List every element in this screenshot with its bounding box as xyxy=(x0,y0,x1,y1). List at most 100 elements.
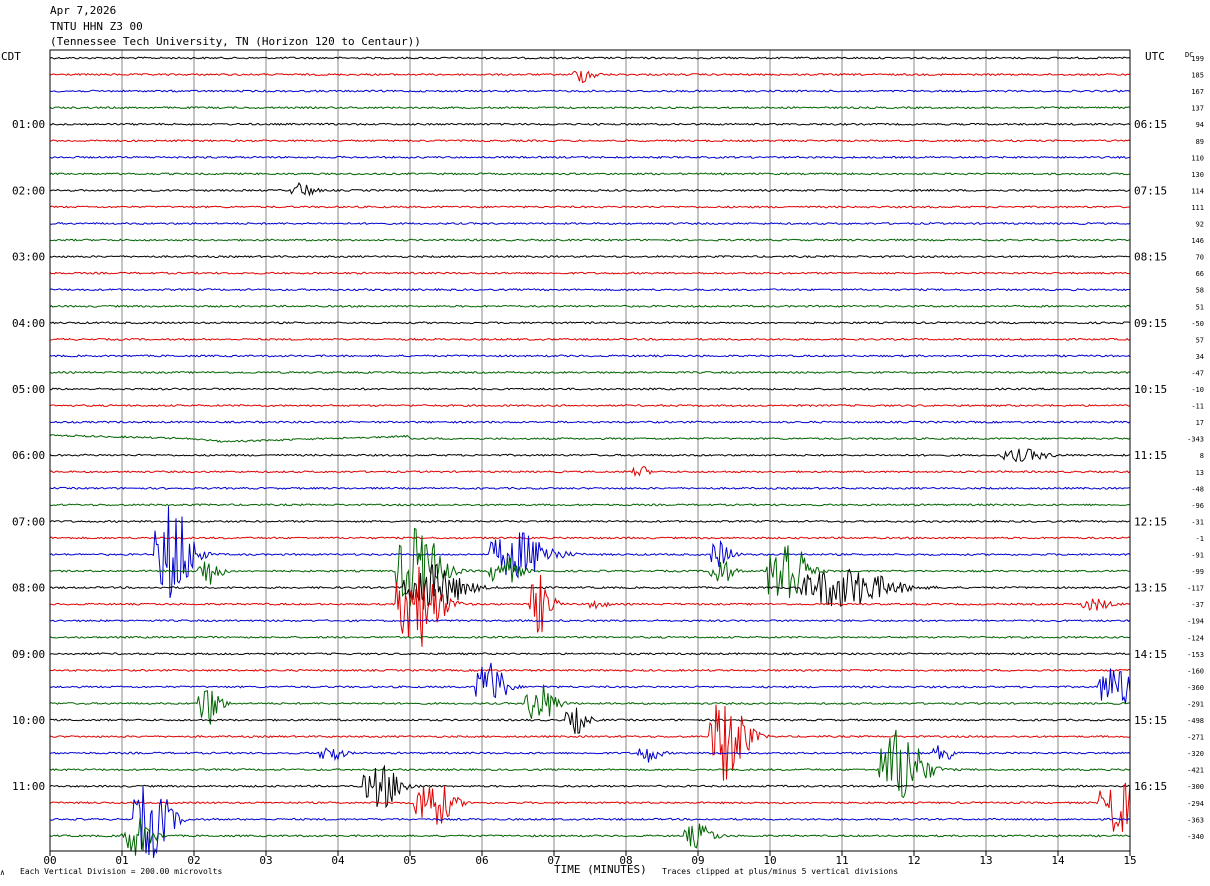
dc-offset-label: 70 xyxy=(1196,254,1204,262)
dc-offset-label: -96 xyxy=(1191,502,1204,510)
left-hour-label: 05:00 xyxy=(12,383,45,396)
dc-offset-label: -99 xyxy=(1191,568,1204,576)
seismic-trace xyxy=(49,635,1131,639)
seismic-trace xyxy=(49,221,1131,226)
right-hour-label: 09:15 xyxy=(1134,317,1167,330)
dc-offset-label: 137 xyxy=(1191,105,1204,113)
x-tick-label: 10 xyxy=(763,854,776,867)
right-hour-label: 16:15 xyxy=(1134,780,1167,793)
seismic-trace xyxy=(49,729,1131,799)
dc-offset-label: -498 xyxy=(1187,717,1204,725)
x-tick-label: 08 xyxy=(619,854,632,867)
x-tick-label: 06 xyxy=(475,854,488,867)
seismic-trace xyxy=(49,370,1131,375)
seismic-trace xyxy=(49,652,1131,656)
dc-offset-label: -31 xyxy=(1191,518,1204,526)
seismic-trace xyxy=(49,321,1131,325)
right-hour-label: 07:15 xyxy=(1134,184,1167,197)
seismic-trace xyxy=(49,205,1131,209)
x-tick-label: 03 xyxy=(259,854,272,867)
left-hour-label: 10:00 xyxy=(12,714,45,727)
right-timezone-label: UTC xyxy=(1145,50,1165,63)
dc-offset-label: -153 xyxy=(1187,651,1204,659)
seismic-trace xyxy=(49,337,1131,341)
x-axis-title: TIME (MINUTES) xyxy=(554,863,647,876)
left-hour-label: 07:00 xyxy=(12,515,45,528)
x-tick-label: 12 xyxy=(907,854,920,867)
x-tick-label: 02 xyxy=(187,854,200,867)
dc-offset-label: -320 xyxy=(1187,750,1204,758)
x-tick-label: 00 xyxy=(43,854,56,867)
seismic-trace xyxy=(49,181,1131,197)
dc-offset-label: 58 xyxy=(1196,287,1204,295)
dc-offset-label: 146 xyxy=(1191,237,1204,245)
seismic-trace xyxy=(49,288,1131,292)
left-timezone-label: CDT xyxy=(1,50,21,63)
dc-offset-label: -421 xyxy=(1187,767,1204,775)
clip-note: Traces clipped at plus/minus 5 vertical … xyxy=(662,867,899,876)
seismic-trace xyxy=(49,172,1131,176)
seismic-trace xyxy=(49,745,1131,763)
dc-offset-label: -50 xyxy=(1191,320,1204,328)
dc-offset-label: 89 xyxy=(1196,138,1204,146)
seismic-trace xyxy=(49,106,1131,110)
seismic-trace xyxy=(49,619,1131,623)
dc-offset-label: 8 xyxy=(1200,452,1204,460)
dc-offset-label: -291 xyxy=(1187,700,1204,708)
seismic-trace xyxy=(50,566,1131,647)
x-tick-label: 13 xyxy=(979,854,992,867)
dc-offset-label: -340 xyxy=(1187,833,1204,841)
dc-offset-label: -124 xyxy=(1187,634,1204,642)
dc-offset-label: 114 xyxy=(1191,187,1204,195)
station-label: TNTU HHN Z3 00 xyxy=(50,20,143,33)
seismic-trace xyxy=(49,786,1131,858)
seismic-trace xyxy=(49,448,1131,463)
dc-offset-label: 34 xyxy=(1196,353,1204,361)
seismic-trace xyxy=(49,420,1131,424)
dc-offset-label: -47 xyxy=(1191,369,1204,377)
x-tick-label: 11 xyxy=(835,854,848,867)
trace-group xyxy=(49,56,1131,858)
seismic-trace xyxy=(49,817,1131,856)
dc-offset-label: -10 xyxy=(1191,386,1204,394)
x-tick-label: 09 xyxy=(691,854,704,867)
seismic-trace xyxy=(49,466,1131,478)
dc-offset-label: -37 xyxy=(1191,601,1204,609)
dc-offset-label: -300 xyxy=(1187,783,1204,791)
left-hour-label: 06:00 xyxy=(12,449,45,462)
left-hour-label: 09:00 xyxy=(12,648,45,661)
seismic-trace xyxy=(49,354,1131,358)
right-hour-label: 12:15 xyxy=(1134,515,1167,528)
seismic-trace xyxy=(49,238,1131,242)
dc-offset-label: 110 xyxy=(1191,154,1204,162)
dc-offset-label: -294 xyxy=(1187,800,1204,808)
dc-offset-label: -271 xyxy=(1187,734,1204,742)
dc-offset-label: 199 xyxy=(1191,55,1204,63)
seismic-trace xyxy=(49,782,1131,832)
dc-offset-label: -160 xyxy=(1187,667,1204,675)
seismic-trace xyxy=(49,506,1131,599)
dc-offset-label: 57 xyxy=(1196,336,1204,344)
seismic-trace xyxy=(49,486,1131,490)
dc-offset-label: -194 xyxy=(1187,618,1204,626)
seismic-trace xyxy=(49,764,1131,809)
seismic-trace xyxy=(49,122,1131,126)
seismic-trace xyxy=(50,668,1131,672)
seismic-trace xyxy=(49,139,1131,143)
dc-offset-label: -343 xyxy=(1187,436,1204,444)
minute-grid xyxy=(49,50,1131,856)
right-hour-label: 06:15 xyxy=(1134,118,1167,131)
corner-mark: ∧ xyxy=(0,868,5,877)
seismic-trace xyxy=(49,271,1131,275)
left-hour-label: 03:00 xyxy=(12,251,45,264)
seismic-trace xyxy=(49,503,1131,507)
seismic-trace xyxy=(49,304,1131,308)
right-hour-label: 15:15 xyxy=(1134,714,1167,727)
x-tick-label: 07 xyxy=(547,854,560,867)
dc-offset-label: 111 xyxy=(1191,204,1204,212)
seismic-trace xyxy=(49,56,1131,60)
seismic-trace xyxy=(49,563,1130,607)
seismic-trace xyxy=(49,662,1131,704)
